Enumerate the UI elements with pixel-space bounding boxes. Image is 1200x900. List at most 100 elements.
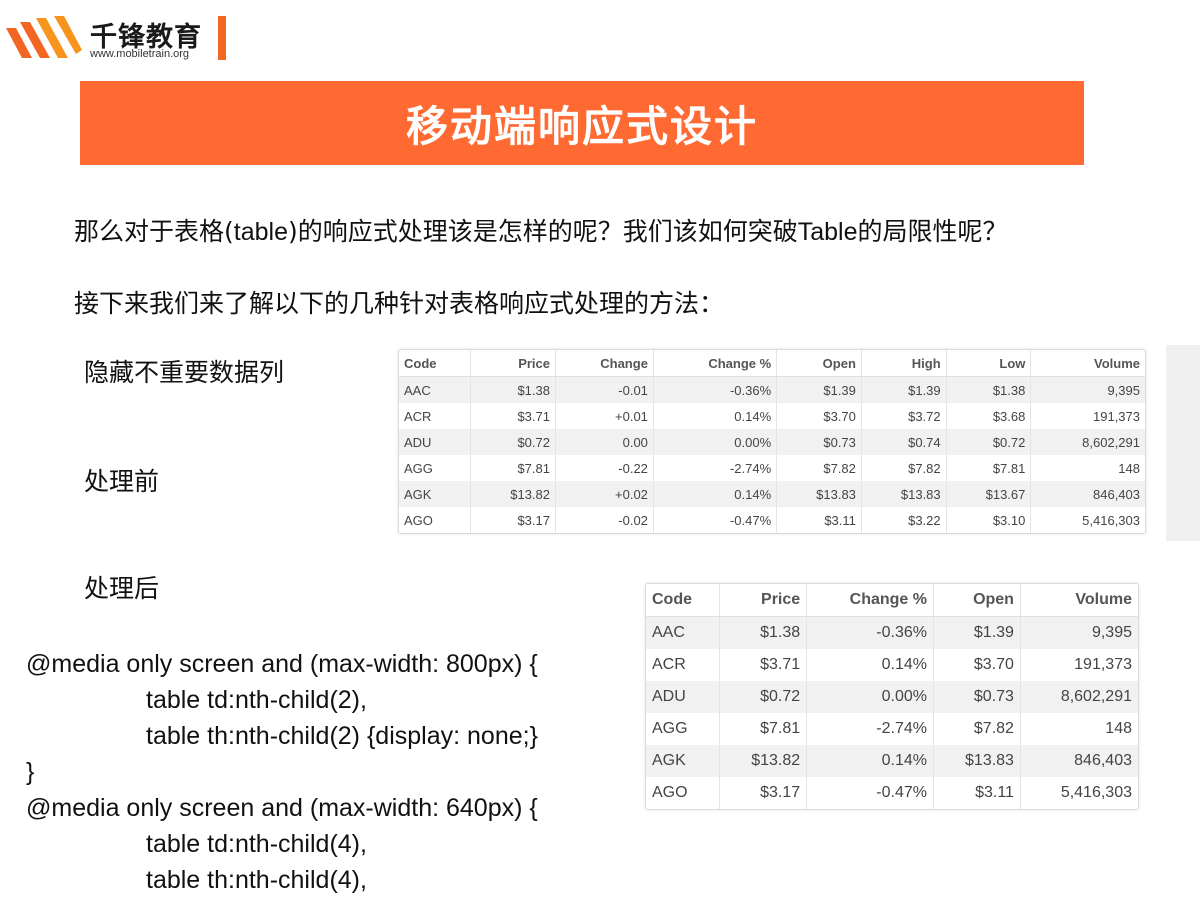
- table-cell: 0.00%: [653, 429, 778, 455]
- table-cell: AGG: [646, 713, 721, 745]
- table-cell: -0.47%: [653, 507, 778, 533]
- table-cell: 148: [1105, 720, 1132, 737]
- hide-columns-label: 隐藏不重要数据列: [84, 358, 285, 387]
- table-cell: AAC: [646, 616, 721, 649]
- column-header: Change: [555, 350, 654, 377]
- before-label: 处理前: [84, 467, 160, 496]
- table-cell: $3.70: [933, 649, 1021, 681]
- table-cell: 8,602,291: [1030, 429, 1145, 455]
- after-label: 处理后: [84, 574, 160, 603]
- table-cell: AGO: [646, 777, 721, 809]
- table-cell: +0.02: [555, 481, 654, 507]
- table-before: Code Price Change Change % Open High Low Volume…: [398, 349, 1146, 534]
- table-header-row: Code Price Change % Open Volume: [646, 584, 1138, 617]
- table-cell: $0.72: [946, 429, 1032, 455]
- side-strip: [1166, 345, 1200, 541]
- table-cell: AGK: [399, 481, 472, 507]
- code-line: table td:nth-child(4),: [146, 830, 367, 858]
- intro-paragraph: 那么对于表格(table)的响应式处理该是怎样的呢？我们该如何突破Table的局…: [74, 212, 1008, 248]
- intro-text-c: )的响应式处理该是怎样的呢？我们该如何突破: [287, 217, 798, 246]
- table-cell: $3.71: [470, 403, 556, 429]
- table-cell: ACR: [646, 649, 721, 681]
- table-row: AGK $13.82 0.14% $13.83 846,403: [646, 745, 1138, 777]
- table-cell: $7.82: [776, 455, 862, 481]
- table-cell: -0.22: [555, 455, 654, 481]
- table-cell: -0.02: [555, 507, 654, 533]
- table-cell: 0.14%: [806, 649, 934, 681]
- table-cell: $1.39: [776, 376, 862, 403]
- column-header: Volume: [1020, 584, 1138, 617]
- table-cell: $7.82: [933, 713, 1021, 745]
- code-line: table td:nth-child(2),: [146, 686, 367, 714]
- table-cell: AGO: [399, 507, 472, 533]
- intro-text-e: 的局限性呢？: [857, 217, 1008, 246]
- table-cell: $13.82: [470, 481, 556, 507]
- methods-paragraph: 接下来我们来了解以下的几种针对表格响应式处理的方法：: [74, 289, 725, 318]
- column-header: Code: [646, 584, 721, 617]
- table-cell: -0.36%: [806, 616, 934, 649]
- column-header: Change %: [806, 584, 934, 617]
- table-cell: $1.38: [470, 376, 556, 403]
- table-cell: AAC: [399, 376, 472, 403]
- column-header: Open: [776, 350, 862, 377]
- table-cell: $7.81: [719, 713, 808, 745]
- logo-url: www.mobiletrain.org: [90, 48, 190, 60]
- table-cell: 148: [1118, 460, 1140, 476]
- column-header: Low: [946, 350, 1032, 377]
- table-header-row: Code Price Change Change % Open High Low Volume: [399, 350, 1145, 377]
- table-cell: $0.72: [470, 429, 556, 455]
- table-cell: $1.39: [933, 616, 1021, 649]
- table-cell: $1.39: [861, 376, 947, 403]
- table-cell: $3.70: [776, 403, 862, 429]
- table-cell: AGK: [646, 745, 721, 777]
- brand-logo: 千锋教育 www.mobiletrain.org: [6, 14, 226, 64]
- table-row: ACR $3.71 +0.01 0.14% $3.70 $3.72 $3.68 191,373: [399, 403, 1145, 429]
- column-header: High: [861, 350, 947, 377]
- column-header: Code: [399, 350, 472, 377]
- table-cell: -0.01: [555, 376, 654, 403]
- table-row: ADU $0.72 0.00 0.00% $0.73 $0.74 $0.72 8,602,29…: [399, 429, 1145, 455]
- table-cell: 0.00%: [806, 681, 934, 713]
- column-header: Open: [933, 584, 1021, 617]
- table-cell: $0.73: [933, 681, 1021, 713]
- table-cell: 0.14%: [653, 481, 778, 507]
- table-cell: $3.68: [946, 403, 1032, 429]
- table-cell: $0.74: [861, 429, 947, 455]
- column-header: Change %: [653, 350, 778, 377]
- table-cell: $3.11: [933, 777, 1021, 809]
- code-line: @media only screen and (max-width: 800px…: [26, 650, 538, 678]
- table-cell: $3.17: [719, 777, 808, 809]
- column-header: Volume: [1030, 350, 1145, 377]
- table-cell: -2.74%: [653, 455, 778, 481]
- table-row: AAC $1.38 -0.01 -0.36% $1.39 $1.39 $1.38 9,395: [399, 376, 1145, 403]
- table-cell: $0.72: [719, 681, 808, 713]
- table-cell: $3.71: [719, 649, 808, 681]
- css-code-block: @media only screen and (max-width: 800px…: [26, 646, 538, 898]
- table-cell: $3.17: [470, 507, 556, 533]
- table-cell: $13.82: [719, 745, 808, 777]
- table-cell: $13.83: [776, 481, 862, 507]
- table-cell: ADU: [399, 429, 472, 455]
- table-cell: 8,602,291: [1020, 681, 1138, 713]
- table-cell: $3.11: [776, 507, 862, 533]
- table-cell: $7.82: [861, 455, 947, 481]
- table-cell: $3.10: [946, 507, 1032, 533]
- intro-text-a: 那么对于表格(: [74, 217, 234, 246]
- table-cell: $1.38: [719, 616, 808, 649]
- title-banner: 移动端响应式设计: [80, 81, 1084, 165]
- table-cell: $7.81: [470, 455, 556, 481]
- intro-text-b: table: [233, 218, 288, 246]
- table-cell: $7.81: [946, 455, 1032, 481]
- table-cell: +0.01: [555, 403, 654, 429]
- table-cell: 0.00: [555, 429, 654, 455]
- table-cell: -0.36%: [653, 376, 778, 403]
- table-row: AGK $13.82 +0.02 0.14% $13.83 $13.83 $13.67 846…: [399, 481, 1145, 507]
- page-title: 移动端响应式设计: [405, 101, 758, 151]
- table-cell: $13.67: [946, 481, 1032, 507]
- table-cell: 9,395: [1020, 616, 1138, 649]
- table-cell: -0.47%: [806, 777, 934, 809]
- table-cell: 0.14%: [806, 745, 934, 777]
- table-cell: 5,416,303: [1060, 784, 1132, 801]
- table-after: Code Price Change % Open Volume AAC $1.38 -0.3…: [645, 583, 1139, 810]
- logo-mark-icon: [6, 16, 82, 58]
